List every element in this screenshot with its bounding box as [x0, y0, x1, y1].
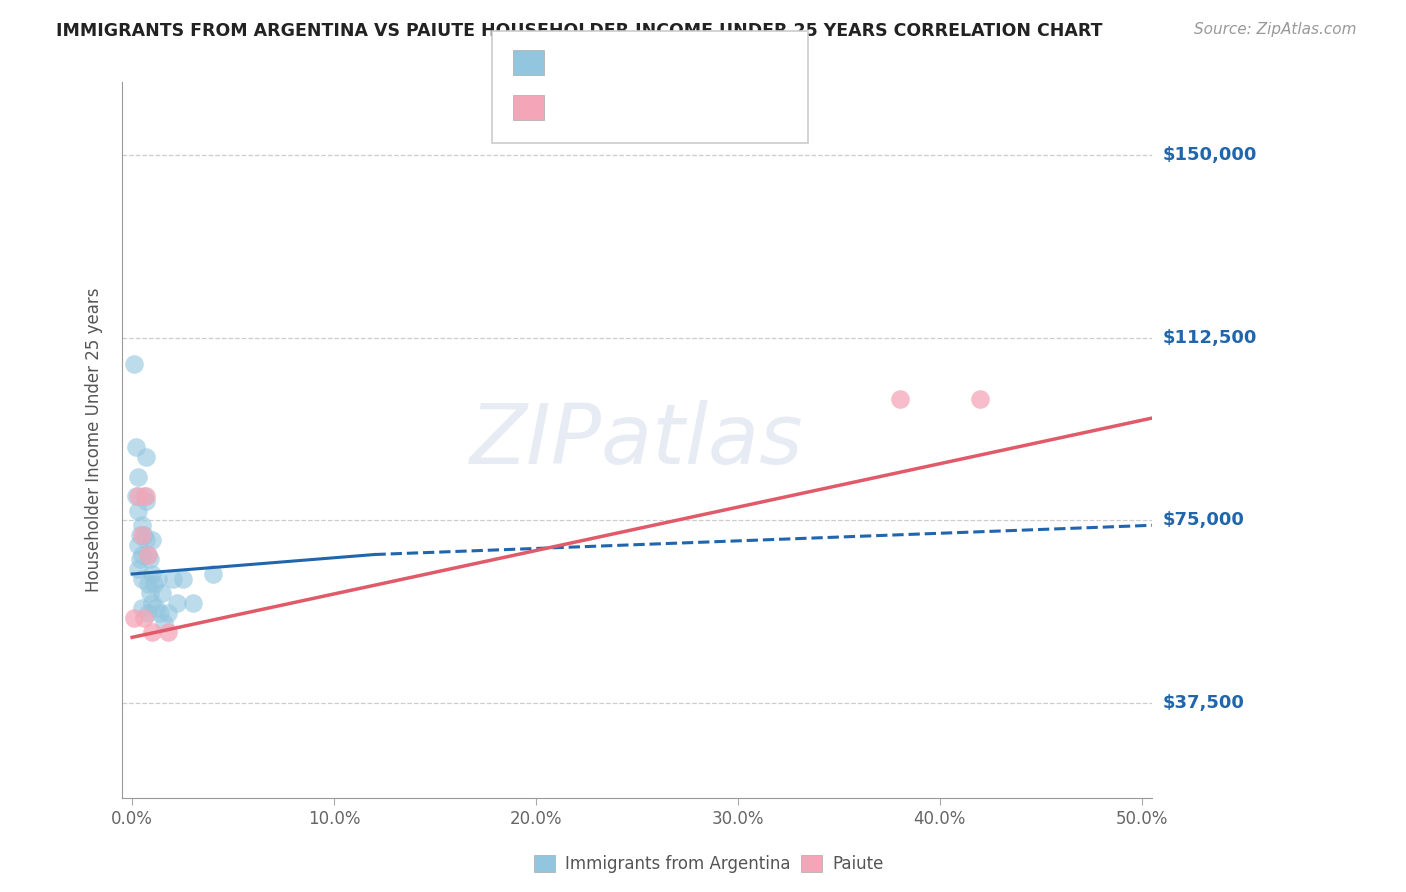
Point [127, 503, 149, 517]
Point [134, 611, 156, 625]
Point [131, 548, 153, 562]
Point [136, 548, 159, 562]
Text: 0.031: 0.031 [595, 54, 651, 71]
Point [141, 567, 163, 582]
Point [122, 611, 145, 625]
Point [166, 596, 188, 610]
Point [131, 572, 153, 586]
Point [131, 518, 153, 533]
Point [145, 601, 167, 615]
Text: N =: N = [651, 54, 703, 71]
Text: $37,500: $37,500 [1163, 694, 1244, 712]
Point [141, 533, 163, 547]
Point [135, 450, 157, 464]
Point [139, 552, 162, 566]
Point [125, 489, 148, 503]
Point [135, 489, 157, 503]
Point [127, 562, 149, 576]
Point [889, 392, 911, 406]
Point [141, 625, 163, 640]
Point [139, 586, 162, 600]
Point [157, 625, 180, 640]
Point [127, 469, 149, 483]
Point [162, 572, 184, 586]
Point [136, 606, 159, 620]
Point [201, 567, 224, 582]
Point [125, 440, 148, 454]
Text: IMMIGRANTS FROM ARGENTINA VS PAIUTE HOUSEHOLDER INCOME UNDER 25 YEARS CORRELATIO: IMMIGRANTS FROM ARGENTINA VS PAIUTE HOUS… [56, 22, 1102, 40]
Point [129, 528, 152, 542]
Point [181, 596, 204, 610]
Point [127, 538, 149, 552]
Point [157, 606, 180, 620]
Point [149, 606, 172, 620]
Point [135, 533, 157, 547]
Text: Paiute: Paiute [832, 855, 884, 872]
Text: $112,500: $112,500 [1163, 328, 1257, 347]
Point [129, 552, 152, 566]
Text: Immigrants from Argentina: Immigrants from Argentina [565, 855, 790, 872]
Text: R =: R = [555, 54, 595, 71]
Point [148, 572, 170, 586]
Point [172, 572, 194, 586]
Point [134, 528, 156, 542]
Text: $75,000: $75,000 [1163, 511, 1244, 530]
Point [135, 494, 157, 508]
Text: 38: 38 [693, 54, 718, 71]
Text: Source: ZipAtlas.com: Source: ZipAtlas.com [1194, 22, 1357, 37]
Text: N =: N = [651, 98, 703, 116]
Text: 10: 10 [693, 98, 718, 116]
Text: 0.711: 0.711 [595, 98, 651, 116]
Point [131, 601, 153, 615]
Point [153, 615, 176, 630]
Point [969, 392, 991, 406]
Point [134, 489, 156, 503]
Point [152, 586, 174, 600]
Point [141, 596, 163, 610]
Point [143, 576, 166, 591]
Point [131, 528, 153, 542]
Point [136, 548, 159, 562]
Point [127, 489, 149, 503]
Y-axis label: Householder Income Under 25 years: Householder Income Under 25 years [86, 288, 103, 592]
Text: R =: R = [555, 98, 595, 116]
Text: $150,000: $150,000 [1163, 146, 1257, 164]
Text: ZIPatlas: ZIPatlas [470, 400, 804, 481]
Point [122, 358, 145, 372]
Point [136, 576, 159, 591]
